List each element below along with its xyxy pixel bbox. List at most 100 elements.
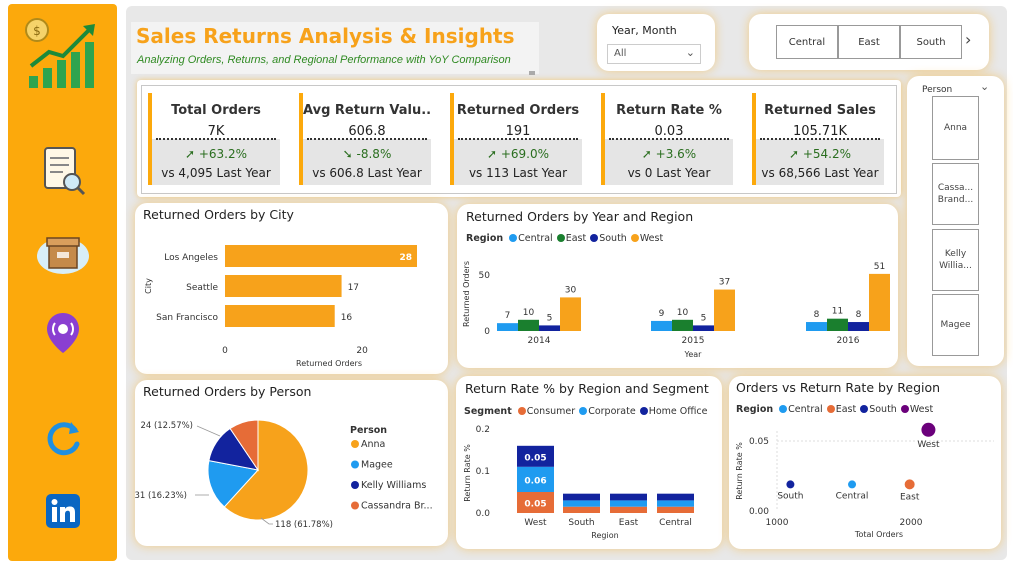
person-slicer-label: Person — [922, 85, 953, 95]
pie-slice — [229, 419, 259, 472]
city-label: San Francisco — [156, 313, 218, 323]
kpi-value: 105.71K — [792, 124, 847, 139]
x-tick-label: 2000 — [900, 518, 923, 528]
kpi-value: 7K — [207, 124, 225, 139]
kpi-frame — [141, 85, 897, 194]
kpi-change: ➚ +3.6% — [641, 147, 697, 161]
bar-data-label: 17 — [348, 283, 359, 293]
bar-data-label: 51 — [874, 262, 885, 272]
y-tick-label: 0.1 — [476, 467, 490, 477]
year-month-slicer[interactable]: Year, Month All ⌄ — [597, 14, 715, 71]
bar-data-label: 16 — [341, 313, 353, 323]
kpi-last-year: vs 113 Last Year — [468, 166, 568, 180]
leader-line — [260, 517, 273, 525]
y-tick-label: 0.05 — [749, 437, 769, 447]
leader-line — [196, 425, 221, 437]
x-axis-title: Total Orders — [854, 530, 903, 539]
x-tick-label: 20 — [356, 346, 368, 356]
pie-legend-marker — [351, 460, 359, 469]
bar-data-label: 37 — [719, 278, 730, 288]
legend-item-corporate: Corporate — [579, 406, 636, 417]
year-region-bar — [560, 297, 581, 331]
kpi-label: Returned Orders — [456, 103, 580, 118]
bar-data-label: 7 — [505, 311, 511, 321]
year-region-bar — [848, 322, 869, 331]
bar-data-label: 0.05 — [524, 453, 546, 463]
sidebar: $ — [8, 4, 117, 561]
segment-bar — [610, 506, 647, 513]
pie-legend-label: Anna — [361, 439, 385, 450]
year-region-bar — [672, 319, 693, 331]
legend-item-central: Central — [509, 233, 553, 244]
city-bar — [225, 275, 342, 297]
arrow-down-icon: ➘ — [342, 147, 353, 161]
pie-slice — [223, 419, 309, 521]
bar-data-label: 11 — [832, 307, 843, 317]
kpi-change: ➚ +69.0% — [486, 147, 550, 161]
y-axis-title: Return Rate % — [735, 442, 744, 500]
x-tick-label: Central — [659, 518, 692, 528]
legend-item-east: East — [826, 404, 856, 415]
kpi-card-total-orders: Total Orders 7K ➚ +63.2% vs 4,095 Last Y… — [148, 93, 280, 185]
x-tick-label: West — [524, 518, 547, 528]
arrow-up-icon: ➚ — [184, 147, 196, 161]
bar-data-label: 0.06 — [524, 476, 546, 486]
year-region-bar — [806, 322, 827, 331]
pie-data-label: 24 (12.57%) — [140, 421, 193, 431]
y-tick-label: 50 — [479, 271, 491, 281]
year-region-chart-card — [457, 204, 898, 368]
segment-bar — [610, 500, 647, 507]
bar-data-label: 5 — [701, 313, 707, 323]
pie-legend-title: Person — [350, 425, 387, 436]
scatter-chart-card — [729, 376, 1001, 549]
kpi-label: Return Rate % — [616, 103, 722, 118]
kpi-last-year: vs 68,566 Last Year — [761, 166, 879, 180]
kpi-label: Avg Return Valu... — [303, 103, 431, 118]
legend-item-west: West — [900, 404, 933, 415]
x-axis-title: Region — [591, 531, 618, 540]
chevron-down-icon[interactable]: ⌄ — [980, 80, 990, 93]
legend-item-central: Central — [779, 404, 823, 415]
chevron-down-icon: ⌄ — [685, 46, 695, 59]
bar-data-label: 5 — [547, 313, 553, 323]
segment-bar — [610, 493, 647, 501]
segment-bar — [657, 500, 694, 507]
x-tick-label: East — [619, 518, 639, 528]
region-button-east[interactable]: East — [838, 25, 900, 59]
city-bar-chart: Los Angeles 28 Seattle 17 San Francisco 16 0 20… — [144, 245, 417, 368]
segment-chart-card — [456, 376, 722, 549]
linkedin-icon[interactable] — [8, 494, 117, 528]
arrow-up-icon: ➚ — [788, 147, 800, 161]
year-region-bar — [518, 319, 539, 331]
person-button-cassandra[interactable]: Cassa... Brand... — [932, 163, 979, 225]
year-region-bar — [714, 289, 735, 331]
chevron-right-icon[interactable]: › — [965, 30, 972, 49]
person-button-magee[interactable]: Magee — [932, 294, 979, 356]
y-tick-label: 0.2 — [476, 425, 490, 435]
refresh-icon[interactable] — [8, 418, 117, 458]
person-button-anna[interactable]: Anna — [932, 96, 979, 160]
city-label: Seattle — [186, 283, 218, 293]
bar-data-label: 10 — [677, 308, 689, 318]
kpi-value: 606.8 — [348, 124, 386, 139]
page-title: Sales Returns Analysis & Insights — [136, 24, 515, 48]
segment-stacked-chart: 0.2 0.1 0.0 Return Rate % 0.05 0.06 0.05 West So… — [463, 425, 694, 540]
document-search-icon[interactable] — [8, 144, 117, 198]
kpi-last-year: vs 0 Last Year — [627, 166, 711, 180]
scatter-point — [786, 480, 795, 489]
y-tick-label: 0.00 — [749, 507, 769, 517]
returns-box-icon[interactable] — [8, 226, 117, 278]
region-button-central[interactable]: Central — [776, 25, 838, 59]
location-pin-icon[interactable] — [8, 311, 117, 355]
pie-legend-marker — [351, 481, 359, 489]
year-region-bar — [497, 323, 518, 331]
region-button-south[interactable]: South — [900, 25, 962, 59]
pie-data-label: 118 (61.78%) — [275, 520, 333, 530]
year-region-bar — [693, 325, 714, 331]
person-button-kelly[interactable]: Kelly Willia... — [932, 229, 979, 291]
year-month-dropdown[interactable]: All ⌄ — [607, 44, 701, 64]
segment-bar — [517, 445, 554, 467]
year-region-bar — [651, 320, 672, 331]
pie-data-label: 31 (16.23%) — [135, 491, 187, 501]
kpi-change: ➚ +63.2% — [184, 147, 248, 161]
